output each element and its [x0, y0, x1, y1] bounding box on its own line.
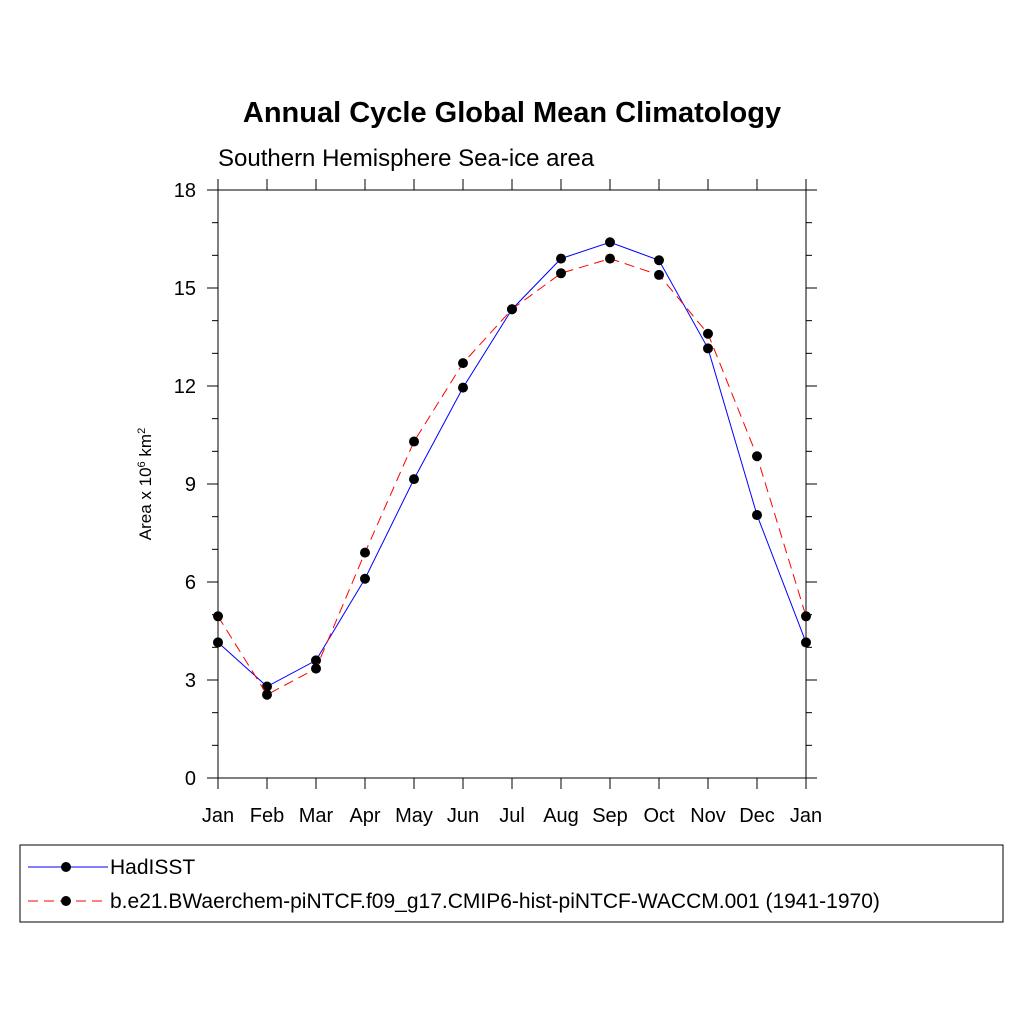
series-line-2 — [217, 258, 807, 696]
series-2-point — [752, 451, 762, 462]
plot-area — [213, 237, 811, 700]
series-1-point — [556, 253, 566, 264]
series-2-point — [262, 689, 272, 700]
legend-box — [19, 844, 1004, 923]
series-1-point — [213, 637, 223, 648]
series-2-point — [801, 611, 811, 622]
legend-label-2: b.e21.BWaerchem-piNTCF.f09_g17.CMIP6-his… — [110, 890, 880, 913]
y-axis-label-exponent-1: 6 — [136, 461, 148, 467]
y-tick-label: 18 — [174, 180, 196, 202]
series-2-point — [360, 547, 370, 558]
legend-marker-2 — [61, 896, 71, 906]
series-1-point — [605, 237, 615, 248]
x-tick-label: Aug — [543, 805, 579, 827]
x-tick-label: Jan — [790, 805, 822, 827]
y-tick-label: 9 — [185, 474, 196, 496]
axes: 0 3 6 9 12 15 18 Jan Feb Mar Apr May Jun Jul Aug Sep Oct… — [174, 179, 822, 827]
x-tick-label: Jan — [202, 805, 234, 827]
series-2-point — [311, 663, 321, 674]
y-axis-title: Area x 106 km2 — [136, 428, 155, 540]
series-1-point — [654, 255, 664, 266]
x-tick-label: Dec — [739, 805, 775, 827]
x-tick-label: Jul — [499, 805, 525, 827]
y-tick-label: 6 — [185, 572, 196, 594]
plot-frame — [217, 189, 807, 779]
series-2-point — [703, 328, 713, 339]
series-1-point — [801, 637, 811, 648]
series-2-point — [409, 436, 419, 447]
x-tick-label: Oct — [643, 805, 675, 827]
series-2-point — [507, 304, 517, 315]
series-1-point — [360, 573, 370, 584]
series-2-point — [213, 611, 223, 622]
series-1-point — [409, 474, 419, 485]
chart-title: Annual Cycle Global Mean Climatology — [243, 97, 781, 129]
y-axis-label-prefix: Area x 10 — [136, 467, 155, 540]
series-1-point — [703, 343, 713, 354]
legend: HadISST b.e21.BWaerchem-piNTCF.f09_g17.CM… — [19, 844, 1004, 923]
x-tick-label: Sep — [592, 805, 628, 827]
series-1-point — [458, 382, 468, 393]
legend-marker-1 — [61, 862, 71, 872]
y-tick-label: 12 — [174, 376, 196, 398]
series-2-point — [556, 268, 566, 279]
x-tick-label: Apr — [349, 805, 380, 827]
x-tick-label: Mar — [299, 805, 334, 827]
y-tick-label: 0 — [185, 768, 196, 790]
chart-subtitle: Southern Hemisphere Sea-ice area — [218, 145, 595, 172]
legend-label-1: HadISST — [110, 856, 195, 879]
x-tick-label: Nov — [690, 805, 726, 827]
y-axis-label-unit: km — [136, 434, 155, 461]
series-1-point — [311, 655, 321, 666]
x-tick-label: Feb — [250, 805, 284, 827]
y-tick-label: 15 — [174, 278, 196, 300]
y-tick-label: 3 — [185, 670, 196, 692]
series-2-point — [605, 253, 615, 264]
series-2-point — [654, 269, 664, 280]
series-2-point — [458, 358, 468, 369]
series-1-point — [262, 681, 272, 692]
x-tick-label: May — [395, 805, 433, 827]
legend-items: HadISST b.e21.BWaerchem-piNTCF.f09_g17.CM… — [28, 856, 880, 913]
x-tick-label: Jun — [447, 805, 479, 827]
series-1-point — [752, 510, 762, 521]
y-axis-label-exponent-2: 2 — [136, 428, 148, 434]
y-axis-label: Area x 106 km2 — [136, 428, 155, 540]
